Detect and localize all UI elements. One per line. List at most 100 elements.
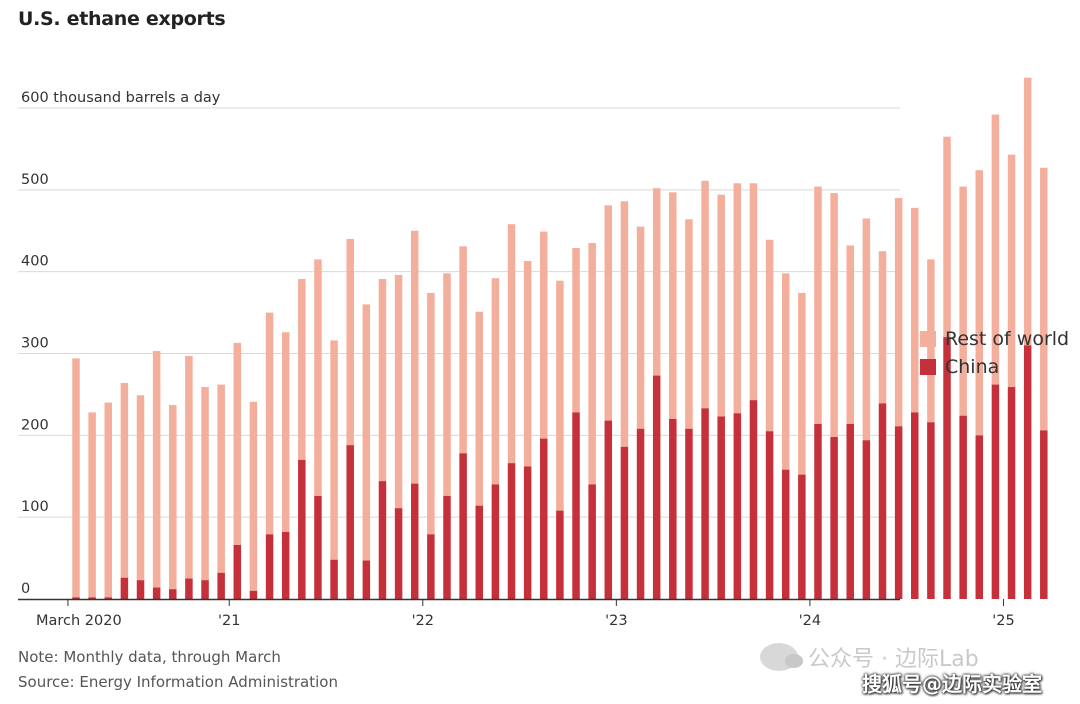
- bar-china: [169, 589, 177, 599]
- bar-rest-of-world: [749, 183, 758, 401]
- bar-china: [927, 422, 935, 599]
- x-axis-ticks: March 2020 '21 '22 '23 '24 '25: [36, 599, 1015, 629]
- bar-rest-of-world: [733, 183, 742, 414]
- bar-china: [894, 426, 903, 599]
- bar-china: [233, 544, 242, 599]
- bar-china: [652, 375, 661, 599]
- bars: [72, 77, 1048, 599]
- bar-rest-of-world: [217, 384, 225, 573]
- bar-china: [475, 505, 483, 599]
- bar-rest-of-world: [588, 243, 596, 485]
- bar-china: [911, 412, 919, 599]
- bar-rest-of-world: [233, 342, 242, 545]
- bar-rest-of-world: [427, 292, 435, 535]
- bar-china: [88, 597, 96, 599]
- bar-china: [830, 436, 838, 599]
- legend: Rest of world China: [920, 325, 1069, 381]
- bar-china: [781, 469, 790, 599]
- bar-china: [72, 597, 80, 599]
- y-tick-label: 100: [21, 499, 49, 515]
- bar-rest-of-world: [362, 304, 371, 561]
- bar-china: [798, 474, 806, 599]
- y-tick-label: 500: [21, 172, 49, 188]
- bar-rest-of-world: [572, 247, 580, 413]
- bar-rest-of-world: [894, 198, 903, 427]
- bar-rest-of-world: [540, 231, 548, 439]
- bar-rest-of-world: [652, 188, 661, 376]
- bar-rest-of-world: [556, 280, 564, 511]
- bar-china: [394, 508, 403, 599]
- legend-label-china: China: [945, 356, 1000, 378]
- bar-rest-of-world: [201, 387, 209, 581]
- bar-rest-of-world: [507, 224, 516, 464]
- bar-china: [862, 440, 871, 599]
- bar-china: [346, 445, 354, 599]
- bar-rest-of-world: [798, 292, 806, 475]
- bar-rest-of-world: [604, 205, 613, 421]
- bar-rest-of-world: [669, 192, 677, 419]
- y-tick-label: 400: [21, 254, 49, 270]
- bar-china: [685, 428, 693, 599]
- y-axis-tick-labels: 0 100 200 300 400 500 600 thousand barrels a d…: [21, 90, 221, 597]
- bar-rest-of-world: [765, 239, 774, 432]
- bar-china: [217, 572, 225, 599]
- bar-china: [201, 580, 209, 599]
- bar-rest-of-world: [1007, 154, 1016, 388]
- bar-rest-of-world: [846, 245, 854, 424]
- bar-china: [765, 431, 774, 599]
- bar-china: [507, 463, 516, 599]
- bar-china: [491, 484, 500, 599]
- bar-rest-of-world: [523, 261, 532, 467]
- y-tick-label: 200: [21, 417, 49, 433]
- x-tick-label: March 2020: [36, 613, 122, 629]
- bar-rest-of-world: [410, 230, 419, 484]
- x-tick-label: '23: [605, 613, 627, 629]
- bar-rest-of-world: [378, 279, 387, 482]
- bar-china: [265, 534, 274, 599]
- bar-china: [104, 597, 113, 599]
- bar-china: [1023, 345, 1032, 599]
- legend-swatch-china: [920, 359, 936, 375]
- bar-china: [1007, 387, 1016, 599]
- bar-china: [556, 510, 564, 599]
- y-tick-label: 300: [21, 336, 49, 352]
- bar-rest-of-world: [443, 273, 451, 496]
- bar-rest-of-world: [72, 358, 80, 598]
- bar-china: [604, 420, 613, 599]
- bar-china: [620, 446, 629, 599]
- bar-china: [975, 435, 984, 599]
- bar-rest-of-world: [636, 226, 645, 429]
- bar-china: [991, 384, 1000, 599]
- bar-china: [330, 559, 338, 599]
- bar-rest-of-world: [152, 351, 161, 588]
- bar-rest-of-world: [943, 136, 951, 338]
- bar-china: [443, 495, 451, 599]
- watermark-secondary: 搜狐号@边际实验室: [862, 672, 1042, 696]
- x-tick-label: '21: [218, 613, 240, 629]
- legend-item-rest-of-world: Rest of world: [920, 325, 1069, 353]
- bar-china: [540, 438, 548, 599]
- bar-rest-of-world: [281, 332, 290, 532]
- bar-rest-of-world: [346, 238, 354, 446]
- bar-china: [378, 481, 387, 599]
- bar-rest-of-world: [911, 207, 919, 413]
- bar-china: [1040, 430, 1048, 599]
- bar-china: [281, 531, 290, 599]
- bar-china: [846, 423, 854, 599]
- y-tick-label: 0: [21, 581, 30, 597]
- bar-rest-of-world: [265, 312, 274, 535]
- bar-china: [943, 337, 951, 599]
- bar-rest-of-world: [88, 412, 96, 598]
- bar-china: [249, 590, 258, 599]
- bar-rest-of-world: [959, 186, 967, 416]
- bar-rest-of-world: [491, 278, 500, 485]
- bar-china: [459, 453, 467, 599]
- bar-china: [669, 418, 677, 599]
- bar-rest-of-world: [991, 114, 1000, 385]
- x-tick-label: '22: [412, 613, 434, 629]
- bar-rest-of-world: [717, 194, 725, 417]
- bar-china: [120, 577, 129, 599]
- bar-china: [523, 466, 532, 599]
- bar-rest-of-world: [459, 246, 467, 454]
